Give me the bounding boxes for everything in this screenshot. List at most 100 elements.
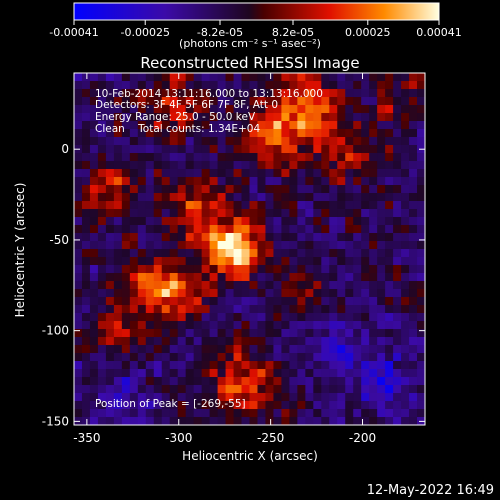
heatmap-cell <box>321 297 330 306</box>
heatmap-cell <box>97 345 107 354</box>
heatmap-cell <box>289 417 298 425</box>
heatmap-cell <box>281 329 290 338</box>
heatmap-cell <box>297 73 306 82</box>
heatmap-cell <box>105 185 115 194</box>
heatmap-cell <box>321 153 330 162</box>
heatmap-cell <box>201 385 211 394</box>
heatmap-cell <box>225 233 235 242</box>
heatmap-cell <box>409 249 418 258</box>
heatmap-cell <box>169 257 179 266</box>
heatmap-cell <box>321 249 330 258</box>
heatmap-cell <box>153 329 163 338</box>
heatmap-cell <box>241 385 251 394</box>
heatmap-cell <box>217 353 227 362</box>
heatmap-cell <box>217 153 227 162</box>
heatmap-cell <box>241 193 251 202</box>
heatmap-cell <box>217 241 227 250</box>
heatmap-cell <box>401 289 410 298</box>
heatmap-cell <box>89 145 99 154</box>
heatmap-cell <box>145 241 155 250</box>
heatmap-cell <box>89 177 99 186</box>
heatmap-cell <box>153 105 163 114</box>
heatmap-cell <box>233 161 243 170</box>
heatmap-cell <box>145 121 155 130</box>
heatmap-cell <box>313 193 322 202</box>
heatmap-cell <box>105 337 115 346</box>
heatmap-cell <box>193 337 203 346</box>
heatmap-cell <box>409 257 418 266</box>
heatmap-cell <box>169 217 179 226</box>
heatmap-cell <box>97 121 107 130</box>
heatmap-cell <box>329 81 338 90</box>
heatmap-cell <box>129 129 139 138</box>
heatmap-cell <box>97 249 107 258</box>
heatmap-cell <box>329 265 338 274</box>
heatmap-cell <box>305 153 314 162</box>
heatmap-cell <box>321 401 330 410</box>
heatmap-cell <box>369 353 378 362</box>
heatmap-cell <box>393 193 402 202</box>
heatmap-cell <box>121 185 131 194</box>
heatmap-cell <box>369 401 378 410</box>
heatmap-cell <box>185 185 195 194</box>
heatmap-cell <box>297 361 306 370</box>
heatmap-cell <box>89 345 99 354</box>
heatmap-cell <box>129 89 139 98</box>
heatmap-cell <box>81 129 91 138</box>
heatmap-cell <box>97 161 107 170</box>
heatmap-cell <box>217 321 227 330</box>
heatmap-cell <box>289 129 298 138</box>
heatmap-cell <box>145 409 155 418</box>
heatmap-cell <box>409 121 418 130</box>
heatmap-cell <box>369 297 378 306</box>
heatmap-cell <box>409 393 418 402</box>
heatmap-cell <box>361 337 370 346</box>
heatmap-cell <box>417 153 425 162</box>
heatmap-cell <box>121 393 131 402</box>
heatmap-cell <box>361 361 370 370</box>
heatmap-cell <box>241 329 251 338</box>
heatmap-cell <box>241 321 251 330</box>
heatmap-cell <box>369 377 378 386</box>
heatmap-cell <box>113 289 123 298</box>
heatmap-cell <box>177 161 187 170</box>
heatmap-cell <box>329 169 338 178</box>
heatmap-cell <box>137 313 147 322</box>
heatmap-cell <box>297 265 306 274</box>
heatmap-cell <box>257 233 267 242</box>
heatmap-cell <box>385 177 394 186</box>
heatmap-cell <box>337 193 346 202</box>
heatmap-cell <box>409 89 418 98</box>
heatmap-cell <box>417 361 425 370</box>
heatmap-cell <box>321 273 330 282</box>
heatmap-cell <box>121 97 131 106</box>
heatmap-cell <box>121 241 131 250</box>
heatmap-cell <box>257 321 267 330</box>
heatmap-cell <box>361 265 370 274</box>
heatmap-cell <box>217 265 227 274</box>
heatmap-cell <box>409 313 418 322</box>
heatmap-cell <box>193 313 203 322</box>
heatmap-cell <box>345 257 354 266</box>
heatmap-cell <box>209 393 219 402</box>
heatmap-cell <box>257 217 267 226</box>
heatmap-cell <box>353 129 362 138</box>
heatmap-cell <box>185 145 195 154</box>
heatmap-cell <box>385 249 394 258</box>
heatmap-cell <box>393 329 402 338</box>
heatmap-cell <box>337 73 346 82</box>
heatmap-cell <box>361 129 370 138</box>
heatmap-cell <box>273 289 283 298</box>
heatmap-cell <box>161 385 171 394</box>
heatmap-cell <box>281 153 290 162</box>
heatmap-cell <box>89 81 99 90</box>
heatmap-cell <box>113 417 123 425</box>
heatmap-cell <box>129 121 139 130</box>
heatmap-cell <box>345 185 354 194</box>
heatmap-cell <box>289 401 298 410</box>
heatmap-cell <box>393 233 402 242</box>
heatmap-cell <box>417 369 425 378</box>
heatmap-cell <box>225 313 235 322</box>
heatmap-cell <box>217 89 227 98</box>
heatmap-cell <box>337 113 346 122</box>
